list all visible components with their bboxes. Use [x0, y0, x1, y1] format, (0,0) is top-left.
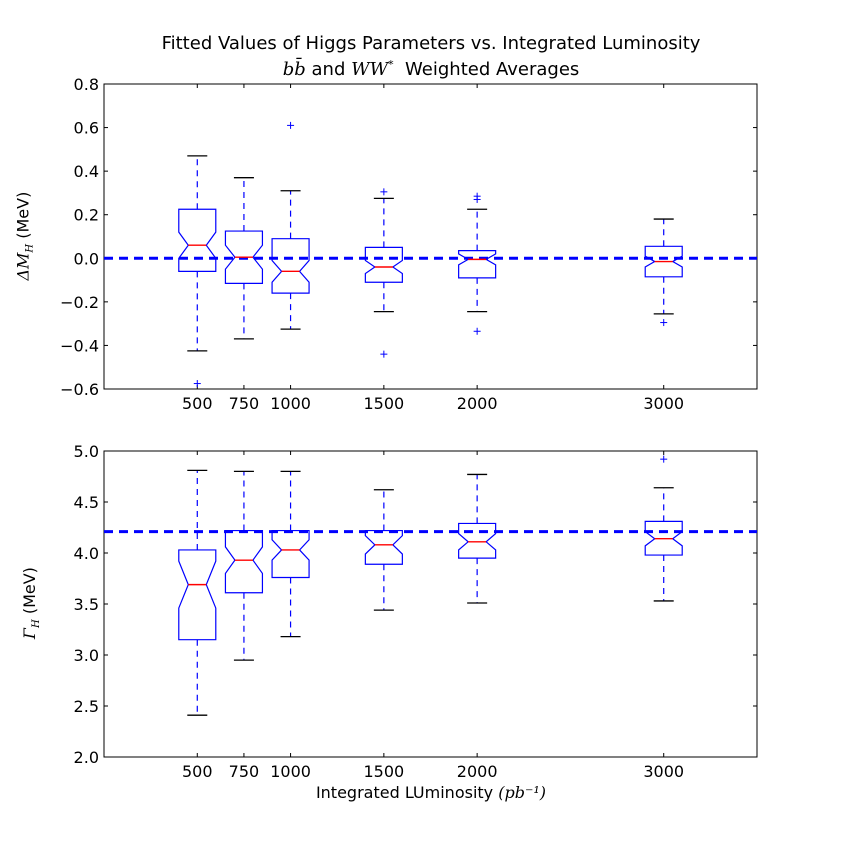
y-tick-label: 4.0 [74, 544, 99, 563]
x-tick-label: 750 [229, 762, 260, 781]
y-axis-label-gamma-h: ΓH (MeV) [20, 567, 42, 639]
x-tick-label: 1500 [363, 394, 404, 413]
y-tick-label: 0.8 [74, 75, 99, 94]
chart-title-line2: bb̄ and WW* Weighted Averages [0, 58, 842, 80]
x-axis-label: Integrated LUminosity (pb⁻¹) [104, 783, 758, 802]
y-tick-label: 2.5 [74, 697, 99, 716]
title-weighted-averages: Weighted Averages [393, 59, 580, 80]
x-tick-label: 1500 [363, 762, 404, 781]
ylabel-unit: (MeV) [13, 191, 33, 239]
title-math-bbar: b̄ [294, 59, 306, 80]
y-tick-label: 5.0 [74, 442, 99, 461]
box-3000 [644, 520, 683, 556]
y-tick-label: 2.0 [74, 748, 99, 767]
ylabel-symbol: ΔM [13, 252, 33, 281]
box-1500 [364, 529, 403, 565]
ylabel-symbol: Γ [19, 627, 39, 640]
xlabel-text: Integrated LUminosity [315, 783, 494, 802]
y-tick-label: 0.4 [74, 162, 99, 181]
y-axis-label-delta-mh: ΔMH (MeV) [13, 192, 35, 281]
y-tick-label: −0.4 [60, 336, 99, 355]
box-2000 [458, 250, 497, 279]
chart-title-line1: Fitted Values of Higgs Parameters vs. In… [161, 33, 701, 54]
xlabel-unit: (pb⁻¹) [498, 783, 547, 802]
title-math-ww: WW [351, 59, 389, 80]
y-tick-label: 3.0 [74, 646, 99, 665]
box-500 [178, 208, 217, 272]
box-3000 [644, 245, 683, 278]
ylabel-unit: (MeV) [19, 567, 39, 615]
box-1500 [364, 246, 403, 283]
title-math-star: * [388, 58, 394, 71]
box-1000 [271, 529, 310, 579]
y-tick-label: 3.5 [74, 595, 99, 614]
y-tick-label: 0.0 [74, 249, 99, 268]
title-math-b: b [282, 59, 295, 80]
title-and: and [305, 59, 352, 80]
x-tick-label: 3000 [643, 394, 684, 413]
x-tick-label: 750 [229, 394, 260, 413]
x-tick-label: 500 [182, 394, 213, 413]
box-750 [224, 529, 264, 594]
ylabel-subscript: H [31, 619, 43, 628]
ylabel-subscript: H [24, 243, 36, 253]
box-1000 [271, 238, 310, 294]
x-tick-label: 1000 [270, 394, 311, 413]
plot-frame-0 [103, 83, 758, 390]
y-tick-label: 4.5 [74, 493, 99, 512]
x-tick-label: 3000 [643, 762, 684, 781]
box-750 [224, 230, 264, 284]
box-2000 [458, 522, 497, 559]
y-tick-label: 0.2 [74, 206, 99, 225]
y-tick-label: 0.6 [74, 119, 99, 138]
y-tick-label: −0.2 [60, 293, 99, 312]
x-tick-label: 2000 [457, 762, 498, 781]
box-500 [178, 549, 217, 641]
x-tick-label: 2000 [457, 394, 498, 413]
x-tick-label: 500 [182, 762, 213, 781]
plot-frame-1 [103, 450, 758, 758]
y-tick-label: −0.6 [60, 380, 99, 399]
x-tick-label: 1000 [270, 762, 311, 781]
